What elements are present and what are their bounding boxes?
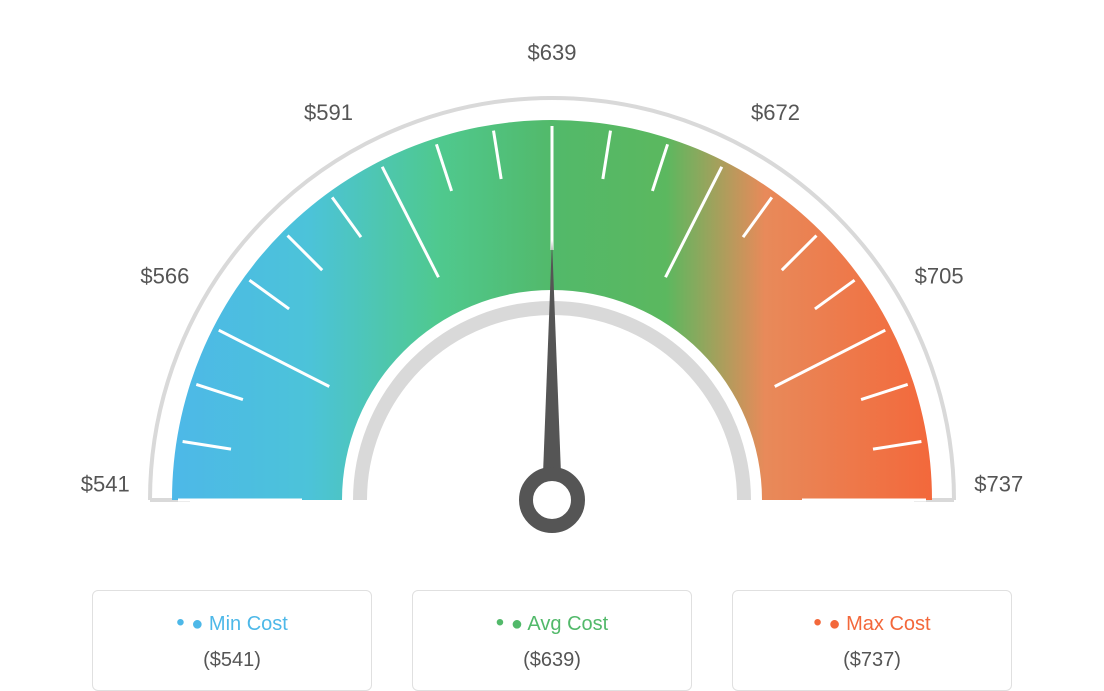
gauge-tick-label: $541 <box>81 471 130 496</box>
legend-card-max: ● Max Cost ($737) <box>732 590 1012 691</box>
legend-max-label: ● Max Cost <box>753 609 991 637</box>
legend-row: ● Min Cost ($541) ● Avg Cost ($639) ● Ma… <box>20 590 1084 691</box>
gauge-tick-label: $639 <box>528 40 577 65</box>
legend-card-min: ● Min Cost ($541) <box>92 590 372 691</box>
gauge-chart: $541 $566 $591 $639 $672 $705 $737 <box>20 20 1084 560</box>
gauge-tick-label: $705 <box>915 264 964 289</box>
gauge-tick-label: $566 <box>140 264 189 289</box>
legend-avg-value: ($639) <box>433 649 671 672</box>
gauge-svg: $541 $566 $591 $639 $672 $705 $737 <box>20 20 1084 560</box>
gauge-tick-label: $672 <box>751 100 800 125</box>
gauge-tick-label: $737 <box>974 471 1023 496</box>
legend-avg-label: ● Avg Cost <box>433 609 671 637</box>
legend-min-value: ($541) <box>113 649 351 672</box>
legend-card-avg: ● Avg Cost ($639) <box>412 590 692 691</box>
legend-max-value: ($737) <box>753 649 991 672</box>
legend-min-label: ● Min Cost <box>113 609 351 637</box>
gauge-tick-label: $591 <box>304 100 353 125</box>
gauge-hub <box>526 474 578 526</box>
